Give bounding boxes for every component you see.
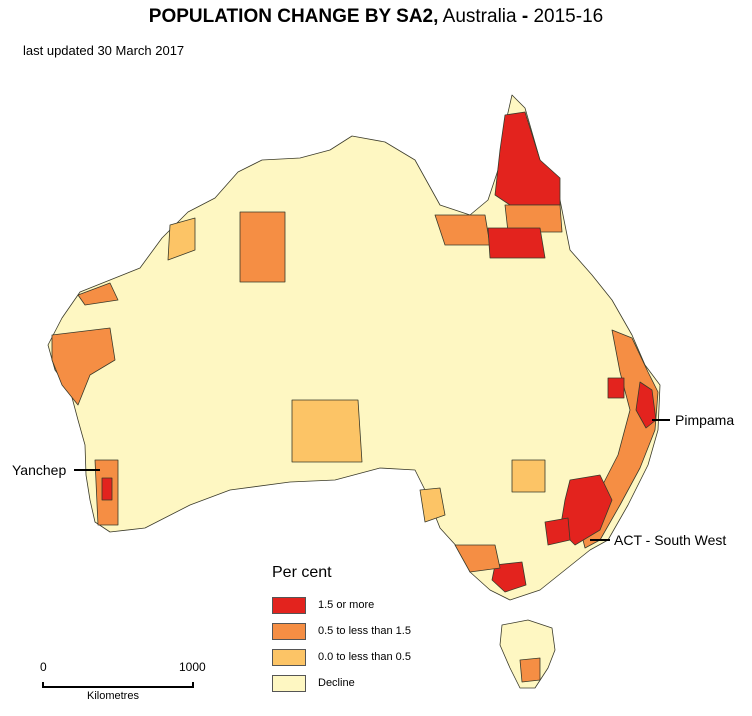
legend-item: 1.5 or more <box>272 592 411 618</box>
region-inland-nsw <box>511 459 546 493</box>
legend-label: 1.5 or more <box>318 599 375 611</box>
tasmania <box>499 619 556 689</box>
region-cape-york <box>494 111 561 206</box>
scale-unit: Kilometres <box>87 690 139 702</box>
region-north-qld <box>504 204 563 233</box>
title-dash: - <box>521 6 529 27</box>
title-period: 2015-16 <box>533 6 604 27</box>
scale-end: 1000 <box>179 660 206 674</box>
region-gascoyne <box>51 327 116 406</box>
legend-swatch <box>272 596 306 614</box>
legend-label: 0.0 to less than 0.5 <box>318 651 411 663</box>
label-act-south-west: ACT - South West <box>614 532 726 548</box>
legend-swatch <box>272 674 306 692</box>
legend-label: 0.5 to less than 1.5 <box>318 625 411 637</box>
map-title: POPULATION CHANGE BY SA2, Australia - 20… <box>0 6 752 28</box>
legend-item: Decline <box>272 670 411 696</box>
label-pimpama: Pimpama <box>675 412 734 428</box>
region-pilbara-coast <box>77 282 119 306</box>
region-perth-core <box>101 477 113 501</box>
region-brisbane-inland <box>607 377 625 399</box>
legend-item: 0.5 to less than 1.5 <box>272 618 411 644</box>
label-yanchep: Yanchep <box>12 462 66 478</box>
region-gulf <box>434 214 491 246</box>
title-bold: POPULATION CHANGE BY SA2, <box>148 6 439 27</box>
scale-line <box>42 682 194 688</box>
region-east-kimberley <box>239 211 286 283</box>
legend-swatch <box>272 622 306 640</box>
legend-swatch <box>272 648 306 666</box>
region-adelaide <box>419 487 446 523</box>
region-victoria <box>454 544 501 573</box>
region-act <box>544 517 571 546</box>
region-melbourne <box>491 561 527 593</box>
legend-item: 0.0 to less than 0.5 <box>272 644 411 670</box>
region-nsw-coast <box>559 474 613 546</box>
region-kimberley <box>167 217 196 261</box>
legend-title: Per cent <box>272 564 332 581</box>
last-updated: last updated 30 March 2017 <box>23 43 185 58</box>
legend: Per cent 1.5 or more 0.5 to less than 1.… <box>272 564 411 696</box>
region-central <box>291 399 363 463</box>
legend-label: Decline <box>318 677 355 689</box>
title-region: Australia <box>442 6 517 27</box>
region-sunshine-coast <box>635 381 657 429</box>
scale-bar: 0 1000 Kilometres <box>36 660 206 705</box>
scale-start: 0 <box>40 660 47 674</box>
region-mount-isa <box>487 227 546 259</box>
region-hobart <box>519 657 541 683</box>
